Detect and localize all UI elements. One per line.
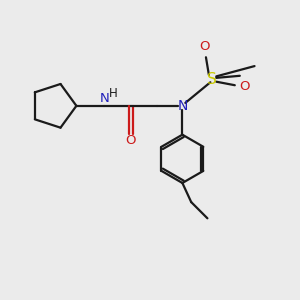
Text: O: O (240, 80, 250, 93)
Text: H: H (109, 87, 118, 100)
Text: S: S (207, 72, 217, 87)
Text: O: O (199, 40, 210, 53)
Text: N: N (177, 99, 188, 113)
Text: O: O (126, 134, 136, 147)
Text: N: N (100, 92, 110, 105)
